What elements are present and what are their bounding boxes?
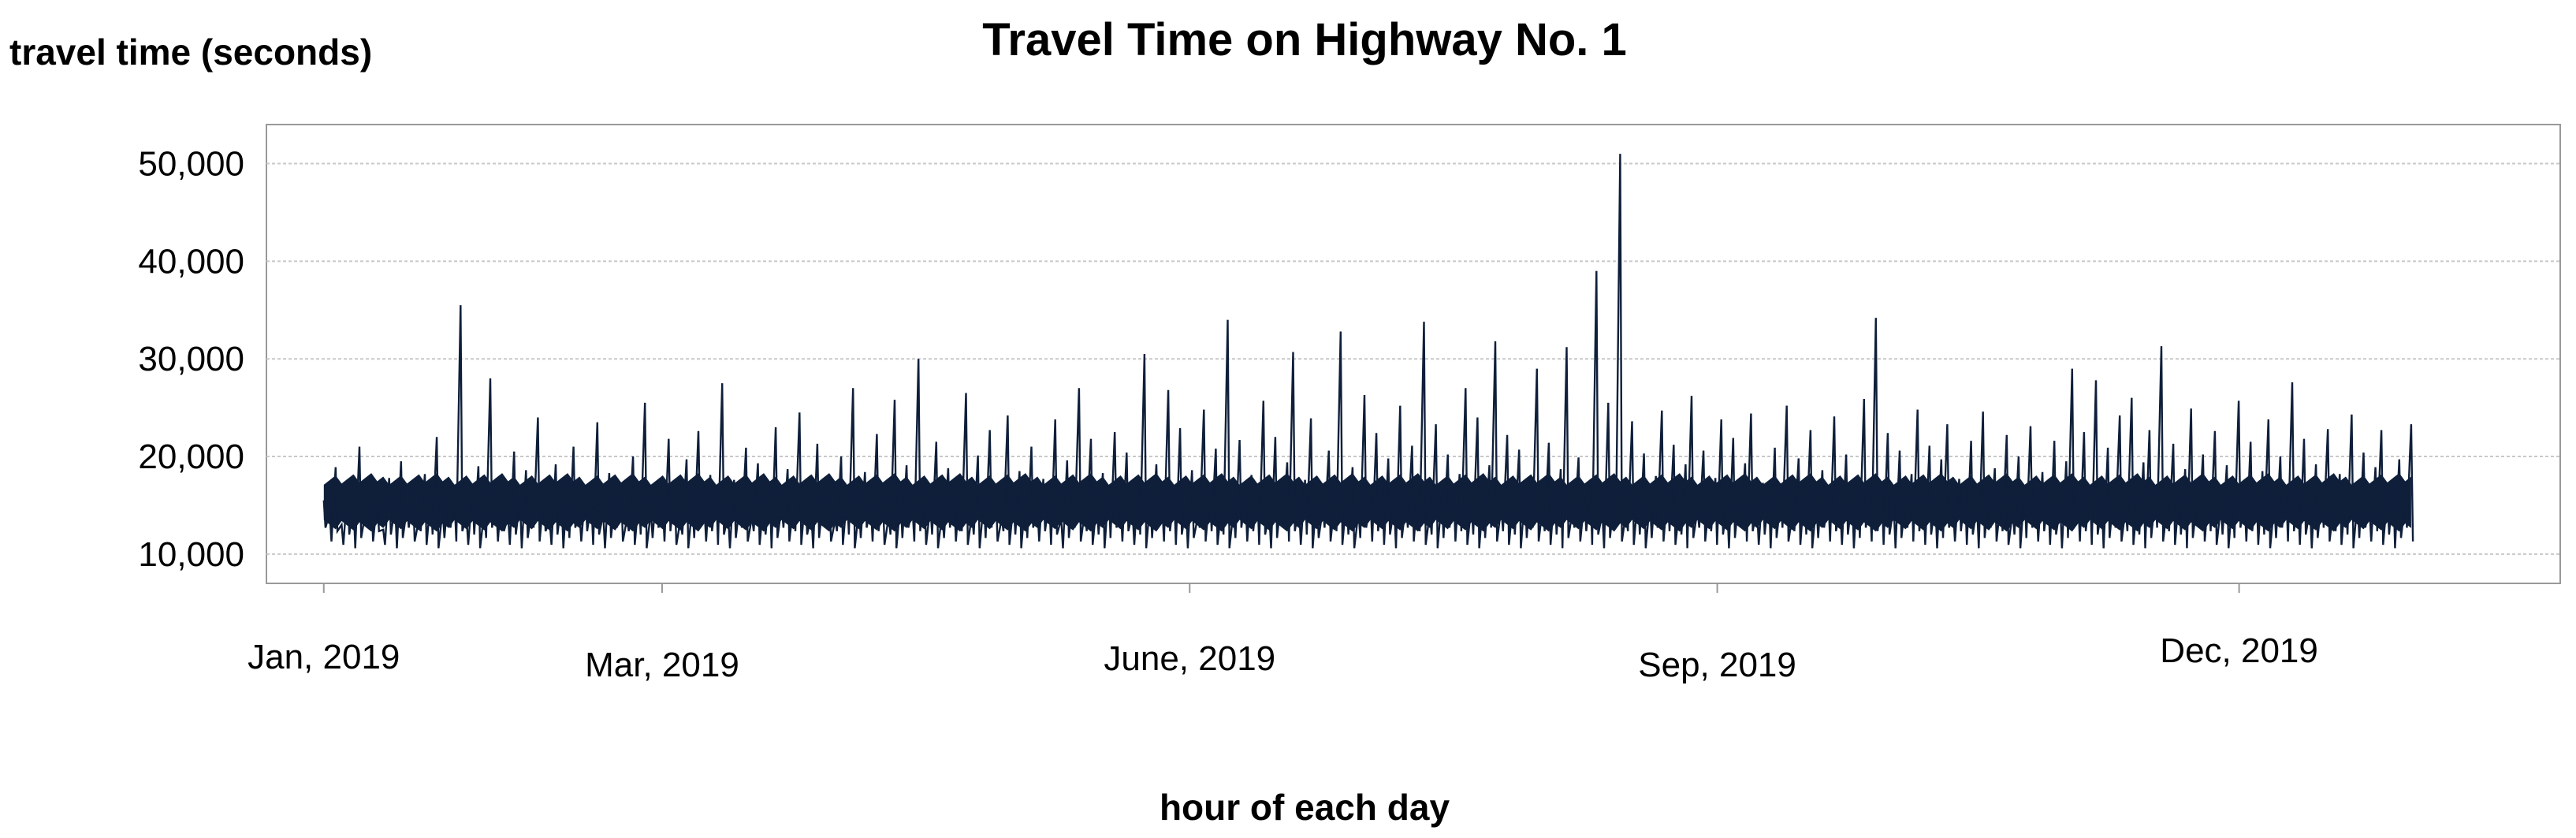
y-tick-label: 10,000 xyxy=(138,535,244,574)
y-tick-label: 40,000 xyxy=(138,242,244,281)
grid xyxy=(266,162,2560,555)
y-tick-label: 30,000 xyxy=(138,340,244,378)
x-axis-tick-labels: Jan, 2019 Mar, 2019 June, 2019 Sep, 2019 Dec… xyxy=(248,631,2318,684)
x-tick-label: Jan, 2019 xyxy=(248,638,400,676)
x-tick-label: Dec, 2019 xyxy=(2160,631,2318,670)
y-axis-label: travel time (seconds) xyxy=(9,32,372,73)
chart-title: Travel Time on Highway No. 1 xyxy=(982,14,1627,65)
x-axis-label: hour of each day xyxy=(1160,787,1450,828)
x-axis-ticks xyxy=(322,583,2240,593)
y-axis-tick-labels: 10,000 20,000 30,000 40,000 50,000 xyxy=(138,145,244,574)
y-tick-label: 20,000 xyxy=(138,438,244,476)
x-tick-label: Mar, 2019 xyxy=(585,646,739,684)
x-tick-label: June, 2019 xyxy=(1104,639,1275,678)
series-line xyxy=(322,154,2414,549)
x-tick-label: Sep, 2019 xyxy=(1638,646,1796,684)
series xyxy=(322,154,2414,549)
y-tick-label: 50,000 xyxy=(138,145,244,184)
